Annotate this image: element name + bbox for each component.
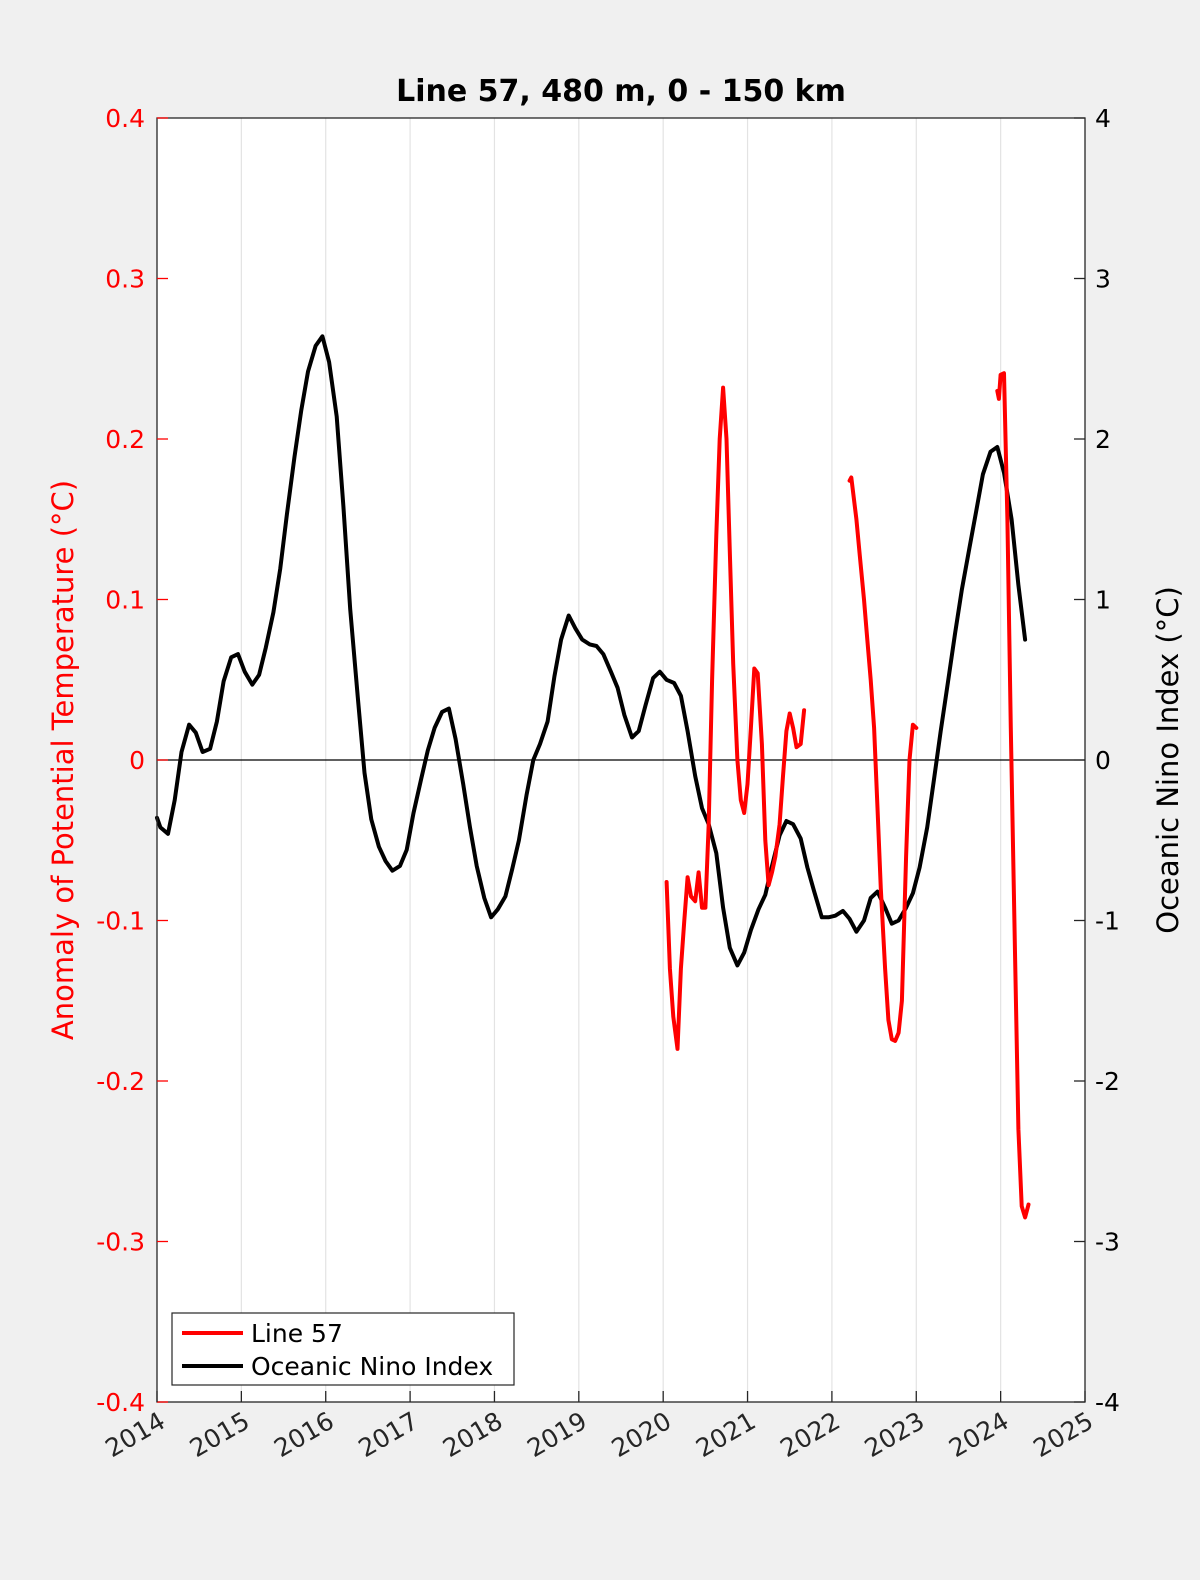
x-tick-label: 2022: [775, 1406, 845, 1463]
series-layer: [155, 334, 1031, 1220]
left-y-tick-label: -0.4: [96, 1388, 145, 1417]
right-y-axis: -4 -3 -2 -1 0 1 2 3 4: [1074, 104, 1120, 1417]
right-y-axis-label: Oceanic Nino Index (°C): [1151, 586, 1185, 934]
legend-box: [171, 1312, 515, 1386]
right-y-tick-label: -1: [1095, 907, 1120, 936]
left-y-tick-label: 0.4: [105, 104, 145, 133]
right-y-tick-label: 1: [1095, 586, 1111, 615]
chart-title: Line 57, 480 m, 0 - 150 km: [396, 74, 846, 109]
left-y-axis: -0.4 -0.3 -0.2 -0.1 0 0.1 0.2 0.3 0.4: [96, 104, 168, 1417]
x-tick-label: 2016: [269, 1406, 339, 1463]
right-y-tick-label: 3: [1095, 265, 1111, 294]
left-y-tick-label: -0.1: [96, 907, 145, 936]
x-tick-label: 2020: [607, 1406, 677, 1463]
right-y-tick-label: 0: [1095, 746, 1111, 775]
x-tick-label: 2025: [1028, 1406, 1098, 1463]
x-tick-label: 2023: [860, 1406, 930, 1463]
x-tick-label: 2017: [353, 1406, 423, 1463]
left-y-tick-label: 0.1: [105, 586, 145, 615]
x-tick-label: 2019: [522, 1406, 592, 1463]
left-y-tick-label: 0: [129, 746, 145, 775]
left-y-axis-label: Anomaly of Potential Temperature (°C): [46, 480, 80, 1040]
right-y-tick-label: -3: [1095, 1228, 1120, 1257]
series-line-line-57: [995, 371, 1031, 1220]
x-tick-label: 2024: [944, 1406, 1014, 1463]
legend: Line 57 Oceanic Nino Index: [171, 1312, 515, 1386]
right-y-tick-label: -2: [1095, 1067, 1120, 1096]
right-y-tick-label: -4: [1095, 1388, 1120, 1417]
legend-label-line-57: Line 57: [251, 1319, 343, 1348]
legend-label-oceanic-nino-index: Oceanic Nino Index: [251, 1352, 493, 1381]
left-y-tick-label: 0.3: [105, 265, 145, 294]
left-y-tick-label: -0.2: [96, 1067, 145, 1096]
left-y-tick-label: 0.2: [105, 425, 145, 454]
series-line-line-57: [847, 475, 919, 1043]
x-tick-label: 2021: [691, 1406, 761, 1463]
right-y-tick-label: 4: [1095, 104, 1111, 133]
x-tick-label: 2018: [438, 1406, 508, 1463]
right-y-tick-label: 2: [1095, 425, 1111, 454]
x-tick-label: 2015: [185, 1406, 255, 1463]
series-line-line-57: [664, 385, 807, 1051]
left-y-tick-label: -0.3: [96, 1228, 145, 1257]
